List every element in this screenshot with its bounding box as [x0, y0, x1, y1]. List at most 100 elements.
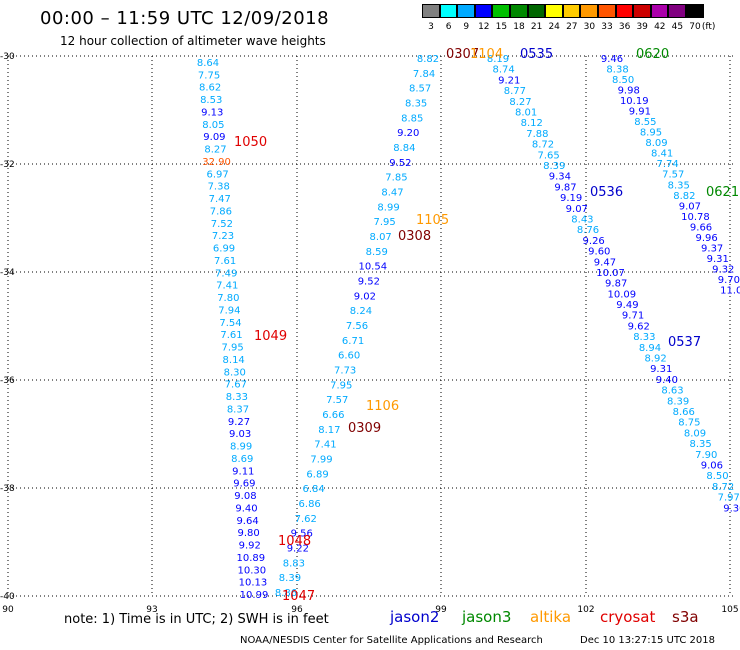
wave-height-value: 8.74 — [492, 65, 514, 76]
wave-height-value: 8.59 — [366, 247, 388, 258]
color-scale-label: 21 — [530, 22, 543, 32]
wave-height-value: 7.80 — [217, 293, 239, 304]
wave-height-value: 8.94 — [639, 343, 661, 354]
latitude-labels: -30 -32 -34 -36 -38 -40 — [0, 52, 15, 602]
wave-height-value: 8.14 — [223, 355, 245, 366]
wave-height-value: 6.97 — [206, 169, 228, 180]
color-scale-swatch — [422, 4, 440, 18]
wave-height-value: 8.19 — [487, 54, 509, 65]
color-scale-label: 9 — [463, 22, 470, 32]
wave-height-value: 9.66 — [690, 222, 712, 233]
wave-height-value: 8.66 — [673, 407, 695, 418]
wave-height-value: 9.46 — [601, 54, 623, 65]
color-scale-swatch — [527, 4, 546, 18]
wave-height-value: 8.09 — [684, 428, 706, 439]
wave-height-value: 10.13 — [239, 578, 268, 589]
pass-id-label: 1104 — [470, 47, 503, 62]
wave-height-value: 8.39 — [667, 396, 689, 407]
wave-height-value: 9.26 — [583, 236, 605, 247]
color-scale-swatch — [686, 4, 704, 18]
wave-height-value: 9.64 — [236, 516, 258, 527]
pass-id-label: 0308 — [398, 229, 431, 244]
wave-height-value: 8.35 — [405, 99, 427, 110]
wave-height-value: 7.88 — [526, 129, 548, 140]
wave-height-value: 6.60 — [338, 351, 360, 362]
wave-height-value: 7.49 — [215, 268, 237, 279]
color-scale-label: 36 — [618, 22, 631, 32]
wave-height-value: 9.40 — [656, 375, 678, 386]
longitude-labels: 90 93 96 99 102 105 — [2, 605, 738, 615]
wave-height-value: 8.09 — [645, 138, 667, 149]
wave-height-value: 9.71 — [622, 311, 644, 322]
longitude-label: 105 — [721, 605, 738, 615]
wave-height-value: 9.92 — [239, 541, 261, 552]
wave-height-value: 7.61 — [214, 256, 236, 267]
latitude-label: -38 — [0, 484, 15, 494]
color-scale-swatch — [510, 4, 528, 18]
wave-height-value: 10.09 — [607, 289, 636, 300]
wave-height-value: 9.56 — [291, 529, 313, 540]
color-scale-swatch — [545, 4, 563, 18]
wave-height-value: 8.95 — [640, 128, 662, 139]
wave-height-value: 9.32 — [712, 264, 734, 275]
wave-height-value: 9.87 — [554, 182, 576, 193]
wave-height-value: 7.62 — [295, 514, 317, 525]
wave-height-value: 8.50 — [612, 75, 634, 86]
wave-height-value: 9.11 — [232, 466, 254, 477]
pass-id-label: 1049 — [254, 329, 287, 344]
wave-height-value: 8.82 — [417, 54, 439, 65]
wave-height-value: 10.19 — [620, 96, 649, 107]
color-scale-swatch — [668, 4, 686, 18]
wave-height-value: 8.55 — [634, 117, 656, 128]
wave-height-value: 8.57 — [409, 84, 431, 95]
wave-height-value: 7.47 — [209, 194, 231, 205]
wave-height-value: 7.67 — [225, 380, 247, 391]
latitude-label: -40 — [0, 592, 15, 602]
wave-height-value: 7.95 — [221, 343, 243, 354]
wave-height-value: 8.33 — [226, 392, 248, 403]
color-scale-swatch — [580, 4, 598, 18]
wave-height-value: 8.35 — [689, 439, 711, 450]
wave-height-value: 11.01 — [720, 285, 740, 296]
wave-height-value: 9.69 — [233, 479, 255, 490]
wave-height-value: 7.85 — [385, 173, 407, 184]
pass-id-label: 1106 — [366, 399, 399, 414]
longitude-label: 93 — [146, 605, 157, 615]
wave-height-value: 9.47 — [594, 257, 616, 268]
wave-height-value: 32.90 — [202, 157, 231, 168]
wave-height-value: 8.69 — [231, 454, 253, 465]
wave-height-value: 7.84 — [413, 69, 435, 80]
legend-item-altika: altika — [530, 608, 572, 626]
wave-height-value: 8.47 — [381, 188, 403, 199]
wave-height-value: 8.35 — [668, 180, 690, 191]
wave-height-value: 9.27 — [228, 417, 250, 428]
wave-height-value: 9.07 — [566, 204, 588, 215]
wave-height-value: 8.07 — [370, 232, 392, 243]
pass-id-label: 0621 — [706, 185, 739, 200]
pass-id-label: 0620 — [636, 47, 669, 62]
wave-height-value: 9.49 — [616, 300, 638, 311]
wave-height-value: 6.89 — [306, 469, 328, 480]
color-scale-swatch — [492, 4, 510, 18]
wave-height-value: 8.62 — [199, 83, 221, 94]
wave-height-value: 9.62 — [628, 321, 650, 332]
color-scale-label: 3 — [428, 22, 434, 32]
color-scale-swatch — [562, 4, 581, 18]
wave-height-value: 10.07 — [596, 268, 625, 279]
wave-height-value: 8.39 — [279, 573, 301, 584]
pass-id-label: 1048 — [278, 534, 311, 549]
wave-height-value: 8.27 — [509, 97, 531, 108]
wave-height-value: 8.53 — [200, 95, 222, 106]
wave-height-value: 8.38 — [606, 65, 628, 76]
color-scale-swatch — [598, 4, 616, 18]
color-scale-swatch — [439, 4, 458, 18]
color-scale-label: 39 — [636, 22, 648, 32]
color-scale-label: 33 — [601, 22, 613, 32]
wave-height-value: 9.52 — [389, 158, 411, 169]
wave-height-value: 9.13 — [201, 107, 223, 118]
pass-id-label: 0536 — [590, 185, 623, 200]
longitude-label: 96 — [291, 605, 303, 615]
wave-height-value: 7.74 — [657, 159, 679, 170]
latitude-label: -34 — [0, 268, 15, 278]
wave-height-value: 6.84 — [302, 484, 324, 495]
